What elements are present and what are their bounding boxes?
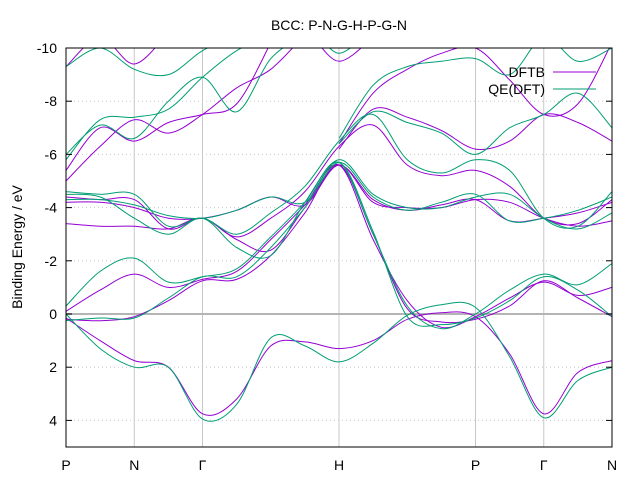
grid — [65, 47, 613, 447]
band-line — [338, 92, 612, 155]
y-tick-label: 4 — [49, 412, 57, 428]
y-tick-label: -6 — [45, 146, 58, 162]
x-tick-label: P — [471, 457, 480, 473]
y-tick-label: -4 — [45, 200, 58, 216]
band-line — [66, 161, 612, 223]
chart-title: BCC: P-N-G-H-P-G-N — [271, 17, 407, 33]
band-line — [66, 48, 243, 161]
x-tick-label: Γ — [540, 457, 548, 473]
axes: -10 -8 -6 -4 -2 0 2 4 P N Γ H P Γ N — [37, 40, 617, 473]
band-line — [66, 48, 156, 67]
y-tick-label: 2 — [49, 359, 57, 375]
y-tick-label: -2 — [45, 253, 58, 269]
band-line — [66, 164, 612, 223]
band-line — [66, 159, 612, 259]
x-tick-label: Γ — [199, 457, 207, 473]
band-series — [66, 48, 612, 422]
plot-frame — [65, 47, 613, 448]
y-tick-label: 0 — [49, 306, 57, 322]
x-tick-label: N — [607, 457, 617, 473]
band-line — [66, 311, 612, 416]
band-line — [321, 48, 362, 62]
x-tick-label: N — [129, 457, 139, 473]
y-tick-label: -8 — [45, 93, 58, 109]
band-line — [66, 48, 284, 155]
band-line — [66, 301, 612, 422]
x-tick-label: H — [334, 457, 344, 473]
y-tick-label: -10 — [37, 40, 57, 56]
y-axis-label: Binding Energy / eV — [9, 184, 25, 308]
series-dftb — [66, 48, 612, 416]
band-line — [328, 48, 352, 54]
band-line — [338, 48, 612, 139]
band-line — [66, 113, 612, 235]
band-line — [66, 48, 294, 182]
band-line — [338, 107, 612, 151]
legend-label: QE(DFT) — [488, 81, 545, 97]
band-line — [66, 124, 612, 238]
x-tick-label: P — [61, 457, 70, 473]
legend-label: DFTB — [508, 64, 545, 80]
band-line — [66, 48, 269, 171]
